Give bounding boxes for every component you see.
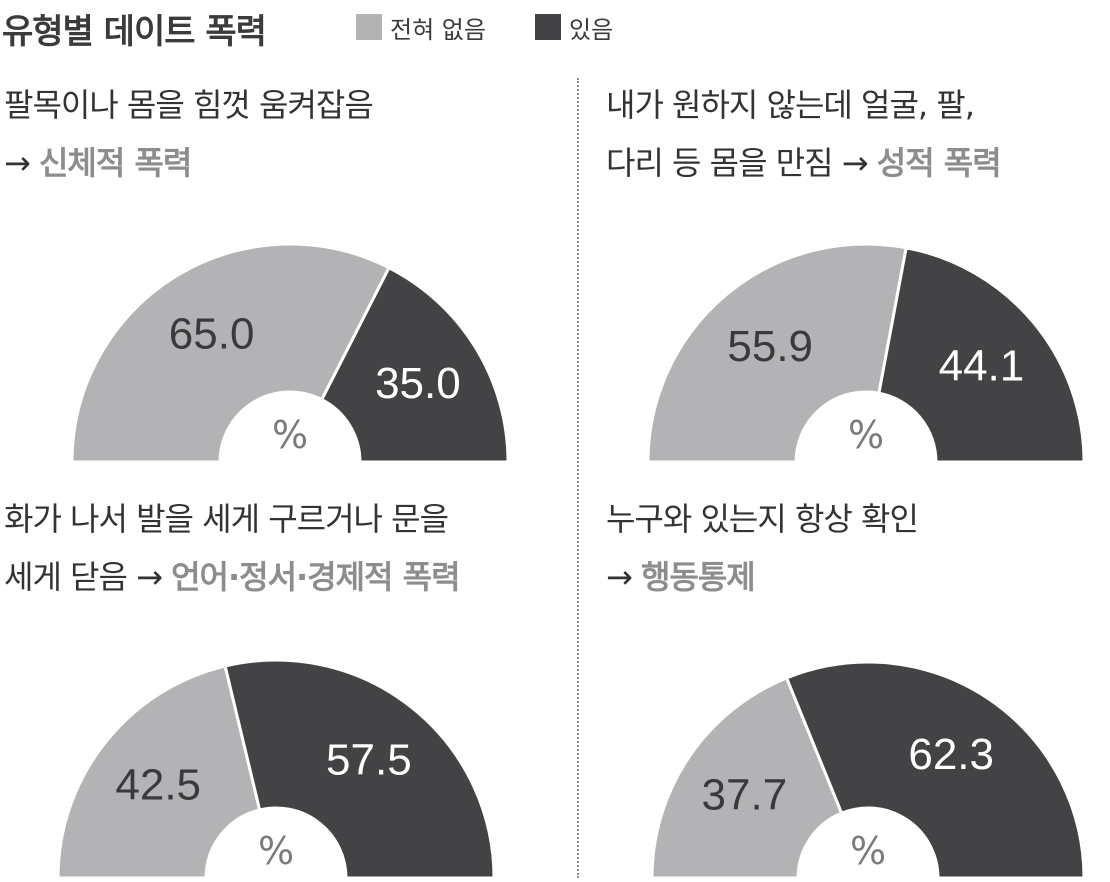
data-label-none: 37.7 — [702, 770, 788, 819]
gauge-chart-verbal: 42.5 57.5% — [56, 658, 496, 880]
question-line-2: → 신체적 폭력 — [4, 138, 192, 184]
question-line-1: 내가 원하지 않는데 얼굴, 팔, — [606, 80, 975, 126]
slice-yes — [319, 265, 510, 464]
data-label-yes: 35.0 — [375, 359, 461, 408]
panel-verbal-emotional-violence: 화가 나서 발을 세게 구르거나 문을 세게 닫음 → 언어·정서·경제적 폭력 — [4, 492, 559, 882]
gauge-chart-physical: 65.0 35.0% — [70, 242, 510, 464]
slice-none — [650, 675, 844, 880]
arrow-glyph: → — [4, 144, 31, 182]
slice-yes — [223, 658, 496, 880]
unit-label: % — [848, 413, 884, 457]
panel-sexual-violence: 내가 원하지 않는데 얼굴, 팔, 다리 등 몸을 만짐 → 성적 폭력 — [606, 78, 1110, 468]
category-label: 언어·정서·경제적 폭력 — [171, 558, 460, 596]
slice-none — [70, 242, 391, 464]
question-line-1: 누구와 있는지 항상 확인 — [606, 494, 919, 540]
slice-none — [56, 664, 262, 880]
data-label-none: 55.9 — [727, 322, 813, 371]
legend-label-yes: 있음 — [569, 15, 614, 44]
question-text: 내가 원하지 않는데 얼굴, 팔, — [606, 86, 975, 124]
unit-label: % — [272, 413, 308, 457]
legend-label-none: 전혀 없음 — [390, 15, 486, 44]
panel-behavior-control: 누구와 있는지 항상 확인 → 행동통제 — [606, 492, 1110, 882]
panel-divider — [577, 78, 579, 878]
data-label-yes: 44.1 — [939, 342, 1025, 391]
question-text: 화가 나서 발을 세게 구르거나 문을 — [4, 500, 449, 538]
panel-physical-violence: 팔목이나 몸을 힘껏 움켜잡음 → 신체적 폭력 — [4, 78, 559, 468]
category-label: 성적 폭력 — [876, 144, 1002, 182]
question-line-1: 화가 나서 발을 세게 구르거나 문을 — [4, 494, 449, 540]
data-label-none: 65.0 — [169, 310, 255, 359]
unit-label: % — [850, 829, 886, 873]
legend-item-none: 전혀 없음 — [356, 12, 486, 44]
question-line-1: 팔목이나 몸을 힘껏 움켜잡음 — [4, 80, 374, 126]
question-text: 세게 닫음 — [4, 558, 128, 596]
category-label: 신체적 폭력 — [38, 144, 192, 182]
question-text: 다리 등 몸을 만짐 — [606, 144, 834, 182]
question-text: 누구와 있는지 항상 확인 — [606, 500, 919, 538]
question-line-2: 다리 등 몸을 만짐 → 성적 폭력 — [606, 138, 1002, 184]
legend-swatch-none — [356, 14, 382, 40]
arrow-glyph: → — [136, 558, 163, 596]
data-label-yes: 57.5 — [326, 736, 412, 785]
question-line-2: 세게 닫음 → 언어·정서·경제적 폭력 — [4, 552, 461, 598]
chart-title: 유형별 데이트 폭력 — [2, 12, 267, 52]
slice-yes — [877, 245, 1086, 464]
gauge-chart-sexual: 55.9 44.1% — [646, 242, 1086, 464]
header: 유형별 데이트 폭력 전혀 없음 있음 — [0, 0, 1110, 56]
data-label-yes: 62.3 — [908, 730, 994, 779]
question-line-2: → 행동통제 — [606, 552, 756, 598]
slice-yes — [784, 662, 1086, 880]
unit-label: % — [258, 829, 294, 873]
data-label-none: 42.5 — [115, 761, 201, 810]
question-text: 팔목이나 몸을 힘껏 움켜잡음 — [4, 86, 374, 124]
legend-swatch-yes — [535, 14, 561, 40]
arrow-glyph: → — [606, 558, 633, 596]
arrow-glyph: → — [841, 144, 869, 182]
category-label: 행동통제 — [640, 558, 756, 596]
legend-item-yes: 있음 — [535, 12, 614, 44]
slice-none — [646, 242, 908, 464]
gauge-chart-control: 37.7 62.3% — [650, 662, 1086, 880]
